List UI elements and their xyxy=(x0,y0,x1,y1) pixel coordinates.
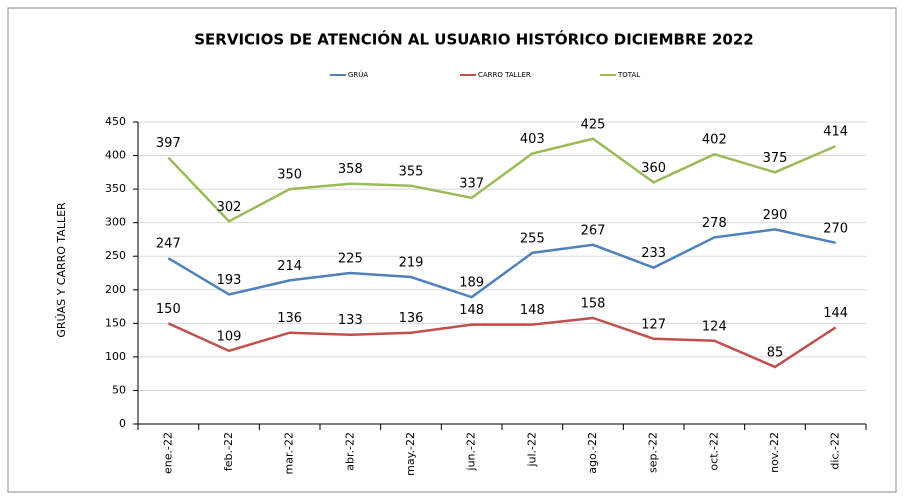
y-tick-label: 400 xyxy=(105,149,126,162)
y-tick-label: 300 xyxy=(105,216,126,229)
data-label: 144 xyxy=(823,306,848,321)
series-line xyxy=(167,137,837,223)
x-tick-label: nov.-22 xyxy=(768,432,781,473)
y-tick-label: 0 xyxy=(119,417,126,430)
data-label: 233 xyxy=(641,246,666,261)
x-tick-label: mar.-22 xyxy=(283,432,296,474)
x-tick-label: jul.-22 xyxy=(525,432,538,468)
data-label: 148 xyxy=(520,303,545,318)
x-tick-label: abr.-22 xyxy=(343,432,356,471)
y-tick-label: 450 xyxy=(105,115,126,128)
data-label: 397 xyxy=(156,136,181,151)
data-label: 302 xyxy=(217,200,242,215)
data-label: 225 xyxy=(338,252,363,267)
data-label: 85 xyxy=(767,345,784,360)
legend-label: CARRO TALLER xyxy=(478,71,531,79)
data-label: 247 xyxy=(156,237,181,252)
data-label: 136 xyxy=(277,311,302,326)
data-label: 127 xyxy=(641,317,666,332)
data-label: 425 xyxy=(581,117,606,132)
x-tick-label: sep.-22 xyxy=(647,432,660,473)
data-label: 350 xyxy=(277,168,302,183)
data-label: 278 xyxy=(702,216,727,231)
data-label: 375 xyxy=(763,151,788,166)
data-label: 358 xyxy=(338,162,363,177)
y-tick-label: 50 xyxy=(112,383,126,396)
data-label: 414 xyxy=(823,125,848,140)
data-label: 193 xyxy=(217,273,242,288)
data-label: 133 xyxy=(338,313,363,328)
x-tick-label: oct.-22 xyxy=(707,432,720,471)
y-tick-label: 200 xyxy=(105,283,126,296)
y-tick-label: 350 xyxy=(105,182,126,195)
x-tick-label: ago.-22 xyxy=(586,432,599,474)
data-label: 189 xyxy=(459,276,484,291)
data-label: 355 xyxy=(399,164,424,179)
y-tick-label: 100 xyxy=(105,350,126,363)
data-label: 267 xyxy=(581,223,606,238)
data-label: 402 xyxy=(702,133,727,148)
data-label: 150 xyxy=(156,302,181,317)
series-line xyxy=(167,316,837,369)
legend-label: TOTAL xyxy=(617,71,640,79)
data-label: 124 xyxy=(702,319,727,334)
series-line xyxy=(167,228,836,299)
data-label: 337 xyxy=(459,176,484,191)
x-tick-label: feb.-22 xyxy=(222,432,235,471)
data-label: 360 xyxy=(641,161,666,176)
data-label: 214 xyxy=(277,259,302,274)
data-label: 403 xyxy=(520,132,545,147)
x-tick-label: dic.-22 xyxy=(829,432,842,470)
data-label: 255 xyxy=(520,231,545,246)
x-tick-label: jun.-22 xyxy=(465,432,478,471)
y-tick-label: 250 xyxy=(105,249,126,262)
chart-title: SERVICIOS DE ATENCIÓN AL USUARIO HISTÓRI… xyxy=(194,30,754,49)
data-label: 158 xyxy=(581,296,606,311)
data-label: 290 xyxy=(763,208,788,223)
data-label: 270 xyxy=(823,221,848,236)
chart-border xyxy=(7,7,897,493)
data-label: 148 xyxy=(459,303,484,318)
data-label: 109 xyxy=(217,329,242,344)
y-tick-label: 150 xyxy=(105,316,126,329)
data-label: 219 xyxy=(399,256,424,271)
data-label: 136 xyxy=(399,311,424,326)
x-tick-label: ene.-22 xyxy=(161,432,174,474)
legend-label: GRÚA xyxy=(348,70,368,79)
y-axis-label: GRÚAS Y CARRO TALLER xyxy=(55,202,68,338)
x-tick-label: may.-22 xyxy=(404,432,417,476)
